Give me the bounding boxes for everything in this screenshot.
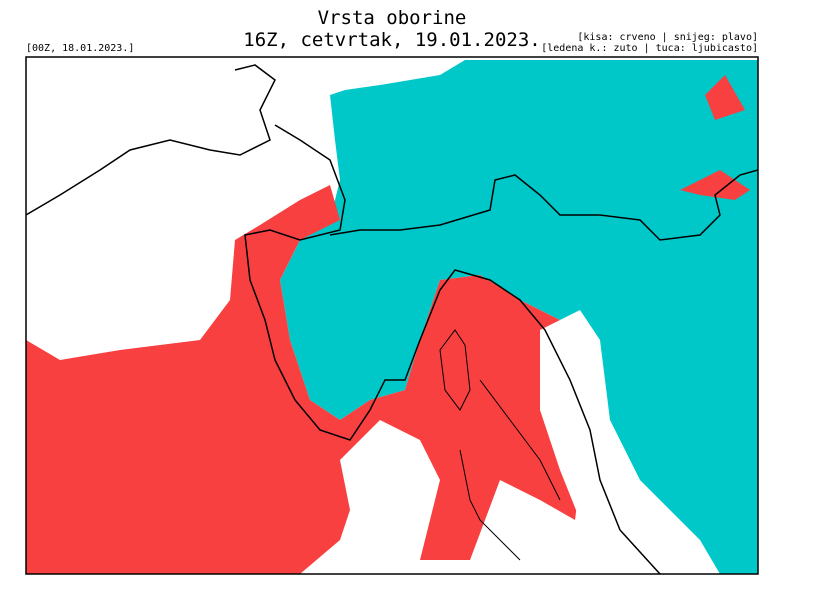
- legend-line: [kisa: crveno | snijeg: plavo]: [577, 32, 758, 43]
- run-label: [00Z, 18.01.2023.]: [26, 43, 134, 54]
- map: [25, 56, 759, 575]
- legend-line: [ledena k.: zuto | tuca: ljubicasto]: [541, 43, 758, 54]
- map-frame: [25, 56, 759, 575]
- coastline: [26, 64, 661, 574]
- snow-area: [280, 60, 758, 574]
- rain-area: [680, 75, 750, 200]
- title: Vrsta oborine: [318, 7, 467, 29]
- no-precip-area: [540, 310, 720, 574]
- subtitle: 16Z, cetvrtak, 19.01.2023.: [243, 29, 540, 51]
- coastline: [439, 329, 561, 561]
- border: [329, 169, 758, 241]
